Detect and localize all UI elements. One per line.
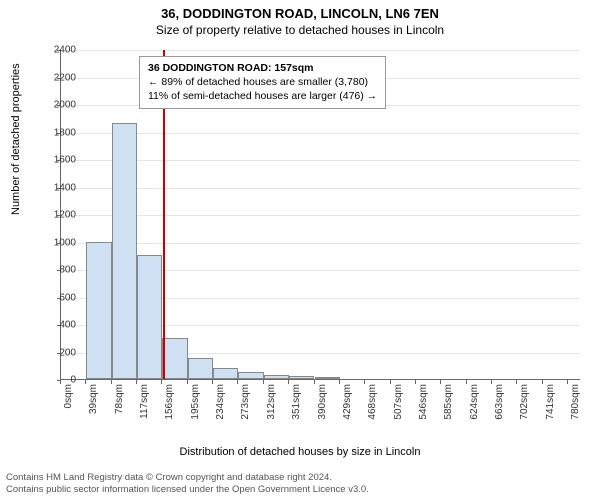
ytick-label: 0 [70,375,76,386]
xtick-mark [136,380,137,384]
xtick-label: 195sqm [190,384,201,420]
ytick-label: 1400 [54,182,76,193]
xtick-label: 351sqm [291,384,302,420]
histogram-bar [213,368,238,379]
ytick-label: 2000 [54,100,76,111]
xtick-mark [440,380,441,384]
xtick-label: 390sqm [317,384,328,420]
gridline [61,133,580,134]
xtick-label: 273sqm [240,384,251,420]
ytick-label: 600 [59,292,76,303]
annotation-box: 36 DODDINGTON ROAD: 157sqm ← 89% of deta… [139,56,386,109]
xtick-label: 234sqm [215,384,226,420]
xtick-mark [516,380,517,384]
gridline [61,243,580,244]
xtick-mark [187,380,188,384]
xtick-label: 507sqm [393,384,404,420]
xtick-label: 156sqm [164,384,175,420]
ytick-label: 1800 [54,127,76,138]
xtick-mark [212,380,213,384]
xtick-label: 312sqm [266,384,277,420]
xtick-label: 624sqm [469,384,480,420]
ytick-label: 2400 [54,45,76,56]
page-title: 36, DODDINGTON ROAD, LINCOLN, LN6 7EN [0,0,600,21]
xtick-label: 429sqm [342,384,353,420]
xtick-mark [111,380,112,384]
footer-line2: Contains public sector information licen… [6,484,369,496]
ytick-label: 2200 [54,72,76,83]
xtick-mark [85,380,86,384]
y-axis-label: Number of detached properties [10,63,22,215]
xtick-mark [491,380,492,384]
xtick-label: 780sqm [570,384,581,420]
xtick-label: 78sqm [114,384,125,414]
xtick-label: 0sqm [63,384,74,408]
histogram-bar [112,123,137,379]
xtick-mark [466,380,467,384]
xtick-mark [314,380,315,384]
xtick-label: 702sqm [519,384,530,420]
histogram-bar [238,372,263,379]
histogram-bar [289,376,314,379]
annotation-line1: 36 DODDINGTON ROAD: 157sqm [148,61,377,75]
xtick-mark [542,380,543,384]
xtick-mark [288,380,289,384]
histogram-bar [264,375,289,379]
xtick-mark [364,380,365,384]
page-subtitle: Size of property relative to detached ho… [0,21,600,37]
plot-region: 36 DODDINGTON ROAD: 157sqm ← 89% of deta… [60,50,580,380]
histogram-bar [137,255,162,379]
annotation-line3: 11% of semi-detached houses are larger (… [148,89,377,103]
xtick-label: 741sqm [545,384,556,420]
footer-line1: Contains HM Land Registry data © Crown c… [6,472,369,484]
xtick-label: 39sqm [88,384,99,414]
gridline [61,50,580,51]
xtick-label: 546sqm [418,384,429,420]
xtick-mark [161,380,162,384]
gridline [61,188,580,189]
ytick-label: 1000 [54,237,76,248]
xtick-label: 663sqm [494,384,505,420]
histogram-bar [188,358,213,379]
ytick-label: 800 [59,265,76,276]
xtick-mark [60,380,61,384]
xtick-mark [390,380,391,384]
xtick-mark [339,380,340,384]
x-axis-label: Distribution of detached houses by size … [0,446,600,458]
xtick-mark [237,380,238,384]
annotation-line2: ← 89% of detached houses are smaller (3,… [148,75,377,89]
ytick-label: 1200 [54,210,76,221]
histogram-bar [162,338,187,379]
xtick-label: 585sqm [443,384,454,420]
ytick-label: 200 [59,347,76,358]
histogram-bar [315,377,340,379]
xtick-mark [567,380,568,384]
xtick-mark [263,380,264,384]
xtick-label: 468sqm [367,384,378,420]
ytick-label: 400 [59,320,76,331]
xtick-label: 117sqm [139,384,150,419]
ytick-label: 1600 [54,155,76,166]
gridline [61,215,580,216]
xtick-mark [415,380,416,384]
footer-attribution: Contains HM Land Registry data © Crown c… [6,472,369,496]
gridline [61,160,580,161]
histogram-bar [86,242,111,380]
chart-area: 36 DODDINGTON ROAD: 157sqm ← 89% of deta… [60,50,580,420]
